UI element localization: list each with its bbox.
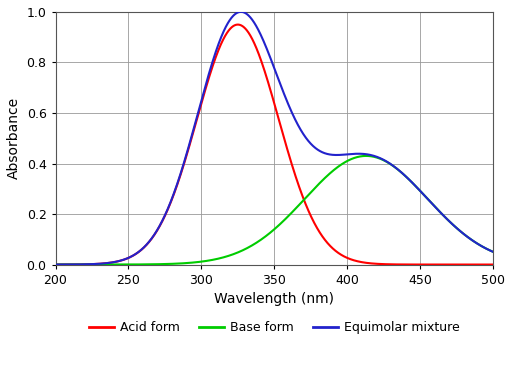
Legend: Acid form, Base form, Equimolar mixture: Acid form, Base form, Equimolar mixture bbox=[84, 316, 464, 339]
Y-axis label: Absorbance: Absorbance bbox=[7, 97, 21, 179]
X-axis label: Wavelength (nm): Wavelength (nm) bbox=[215, 292, 334, 306]
